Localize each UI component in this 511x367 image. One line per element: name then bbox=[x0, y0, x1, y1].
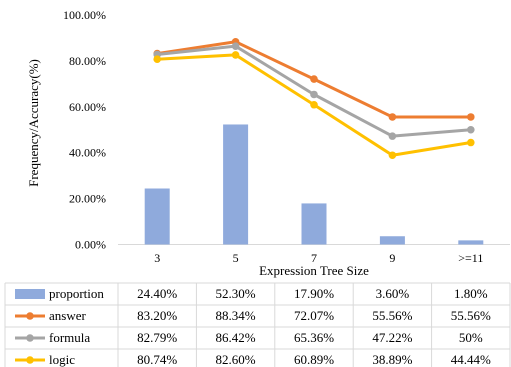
bar-proportion bbox=[223, 124, 249, 245]
point-formula bbox=[467, 125, 475, 134]
table-cell: 24.40% bbox=[137, 286, 177, 301]
legend-marker-answer bbox=[26, 312, 34, 320]
bar-proportion bbox=[379, 236, 405, 245]
table-cell: 80.74% bbox=[137, 352, 177, 367]
x-tick-label: 3 bbox=[154, 251, 160, 265]
point-logic bbox=[388, 151, 397, 160]
y-tick-label: 60.00% bbox=[69, 100, 106, 114]
point-logic bbox=[310, 100, 318, 109]
table-cell: 52.30% bbox=[216, 286, 256, 301]
x-tick-label: 9 bbox=[389, 251, 395, 265]
table-cell: 83.20% bbox=[137, 308, 177, 323]
legend-label-logic: logic bbox=[49, 352, 75, 367]
table-cell: 50% bbox=[459, 330, 483, 345]
legend-marker-formula bbox=[26, 334, 34, 342]
table-cell: 60.89% bbox=[294, 352, 334, 367]
y-axis-label: Frequency/Accuracy(%) bbox=[26, 59, 41, 187]
legend-label-formula: formula bbox=[49, 330, 90, 345]
y-tick-label: 40.00% bbox=[69, 146, 106, 160]
table-cell: 86.42% bbox=[216, 330, 256, 345]
point-logic bbox=[467, 138, 475, 147]
point-logic bbox=[153, 55, 161, 64]
legend-key-proportion bbox=[15, 289, 45, 299]
x-tick-label: 5 bbox=[233, 251, 239, 265]
table-cell: 44.44% bbox=[451, 352, 491, 367]
bar-proportion bbox=[301, 203, 327, 245]
point-logic bbox=[231, 51, 240, 59]
bar-proportion bbox=[458, 240, 484, 245]
point-answer bbox=[310, 75, 318, 83]
table-cell: 65.36% bbox=[294, 330, 334, 345]
series-lines bbox=[153, 37, 475, 160]
y-axis-ticks: 0.00% 20.00% 40.00% 60.00% 80.00% 100.00% bbox=[63, 8, 106, 252]
point-formula bbox=[231, 42, 240, 50]
data-table: proportion 24.40% 52.30% 17.90% 3.60% 1.80% an… bbox=[4, 282, 511, 367]
bars bbox=[144, 124, 484, 245]
legend-label-proportion: proportion bbox=[49, 286, 104, 301]
point-formula bbox=[388, 132, 397, 140]
x-axis-ticks: 3 5 7 9 >=11 bbox=[154, 251, 483, 265]
y-tick-label: 100.00% bbox=[63, 8, 106, 22]
table-cell: 55.56% bbox=[451, 308, 491, 323]
point-answer bbox=[388, 113, 397, 121]
x-tick-label: 7 bbox=[311, 251, 317, 265]
x-tick-label: >=11 bbox=[458, 251, 483, 265]
y-tick-label: 20.00% bbox=[69, 192, 106, 206]
table-cell: 82.79% bbox=[137, 330, 177, 345]
table-cell: 82.60% bbox=[216, 352, 256, 367]
table-cell: 3.60% bbox=[376, 286, 410, 301]
table-cell: 47.22% bbox=[372, 330, 412, 345]
table-cell: 38.89% bbox=[372, 352, 412, 367]
table-cell: 88.34% bbox=[216, 308, 256, 323]
x-axis-label: Expression Tree Size bbox=[259, 263, 369, 278]
bar-proportion bbox=[144, 188, 170, 245]
legend-marker-logic bbox=[26, 356, 34, 364]
table-cell: 1.80% bbox=[454, 286, 488, 301]
point-answer bbox=[467, 113, 475, 121]
y-tick-label: 0.00% bbox=[75, 238, 106, 252]
point-formula bbox=[310, 90, 318, 99]
table-cell: 17.90% bbox=[294, 286, 334, 301]
legend-label-answer: answer bbox=[49, 308, 86, 323]
y-tick-label: 80.00% bbox=[69, 54, 106, 68]
table-cell: 55.56% bbox=[372, 308, 412, 323]
table-cell: 72.07% bbox=[294, 308, 334, 323]
